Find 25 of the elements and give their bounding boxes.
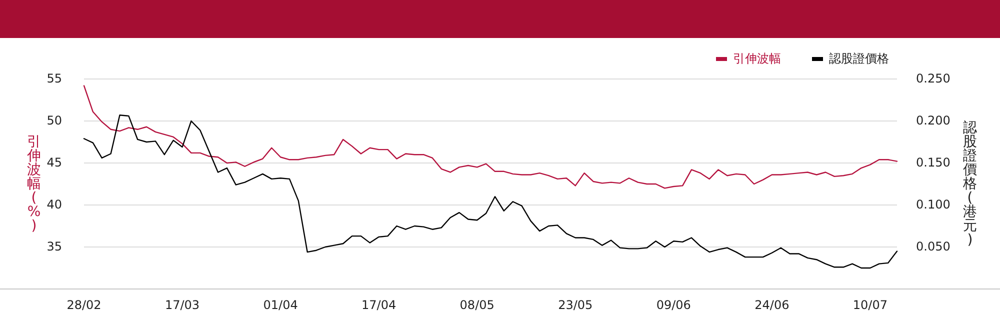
y-tick-label: 40: [46, 197, 62, 212]
y-tick-label: 55: [46, 71, 62, 86]
y-tick-label: 35: [46, 239, 62, 254]
x-tick-label: 17/04: [362, 298, 396, 312]
y2-tick-label: 0.100: [916, 197, 950, 212]
y-tick-label: 45: [46, 155, 62, 170]
x-tick-label: 10/07: [852, 298, 888, 312]
x-tick-label: 09/06: [656, 298, 691, 312]
y2-tick-label: 0.200: [916, 113, 950, 128]
x-tick-label: 08/05: [460, 298, 494, 312]
y2-tick-label: 0.250: [916, 71, 950, 86]
x-tick-label: 28/02: [66, 298, 102, 312]
x-tick-label: 23/05: [558, 298, 593, 312]
x-tick-label: 17/03: [164, 298, 200, 312]
x-tick-label: 24/06: [754, 298, 790, 312]
x-tick-label: 01/04: [263, 298, 298, 312]
y-tick-label: 50: [46, 113, 62, 128]
y2-tick-label: 0.050: [916, 239, 950, 254]
line-series: [83, 85, 898, 189]
line-series: [83, 114, 898, 269]
y2-tick-label: 0.150: [916, 155, 950, 170]
text: 認股證價格(港元): [963, 120, 977, 248]
legend-label: 引伸波幅: [733, 51, 781, 66]
y-axis-title: 引伸波幅(%): [26, 134, 41, 234]
legend-label: 認股證價格: [829, 51, 889, 66]
